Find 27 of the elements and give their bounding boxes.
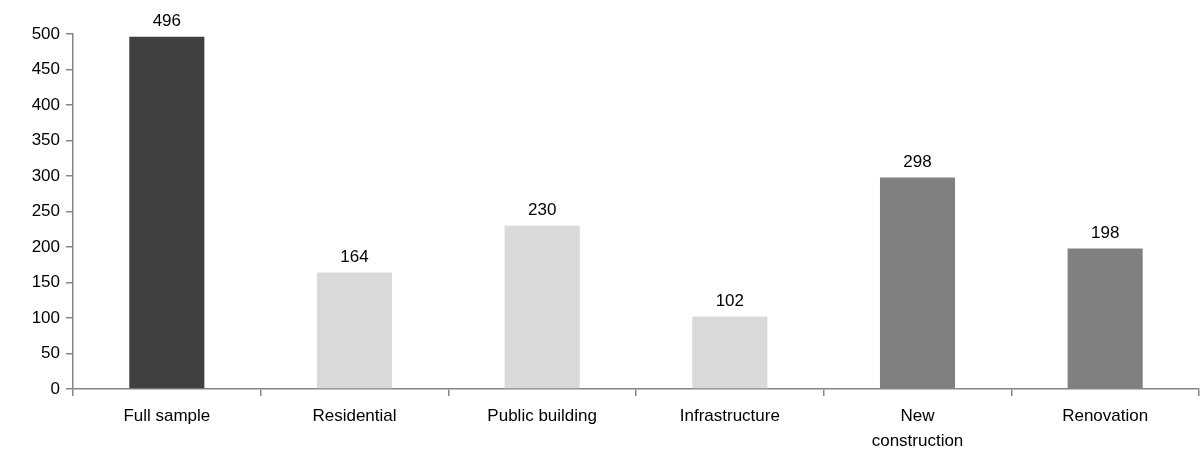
data-label: 298 bbox=[903, 151, 932, 171]
y-tick-label: 50 bbox=[41, 343, 60, 363]
x-tick-label: Renovation bbox=[1062, 406, 1149, 426]
x-tick-label: Infrastructure bbox=[679, 406, 780, 426]
bar bbox=[316, 272, 393, 389]
data-label: 198 bbox=[1090, 222, 1120, 242]
data-label: 164 bbox=[340, 246, 369, 266]
x-tick-label: Residential bbox=[312, 406, 397, 426]
bar bbox=[129, 36, 205, 389]
bar bbox=[692, 316, 768, 389]
x-tick-label: New construction bbox=[871, 406, 964, 450]
data-label: 230 bbox=[527, 199, 557, 219]
y-tick-label: 250 bbox=[31, 201, 60, 221]
y-tick-label: 400 bbox=[31, 94, 60, 114]
y-tick-label: 450 bbox=[31, 59, 60, 79]
y-tick-label: 350 bbox=[31, 130, 60, 150]
x-tick-label: Public building bbox=[487, 406, 597, 426]
bar bbox=[504, 225, 580, 389]
y-tick-label: 150 bbox=[31, 272, 60, 292]
y-tick-label: 300 bbox=[31, 165, 60, 185]
y-tick-label: 0 bbox=[50, 378, 60, 398]
x-tick-label: Full sample bbox=[123, 406, 211, 426]
data-label: 496 bbox=[152, 11, 182, 31]
y-tick-label: 100 bbox=[31, 307, 60, 327]
y-tick-label: 200 bbox=[31, 236, 60, 256]
data-label: 102 bbox=[715, 290, 745, 310]
y-tick-label: 500 bbox=[31, 23, 60, 43]
